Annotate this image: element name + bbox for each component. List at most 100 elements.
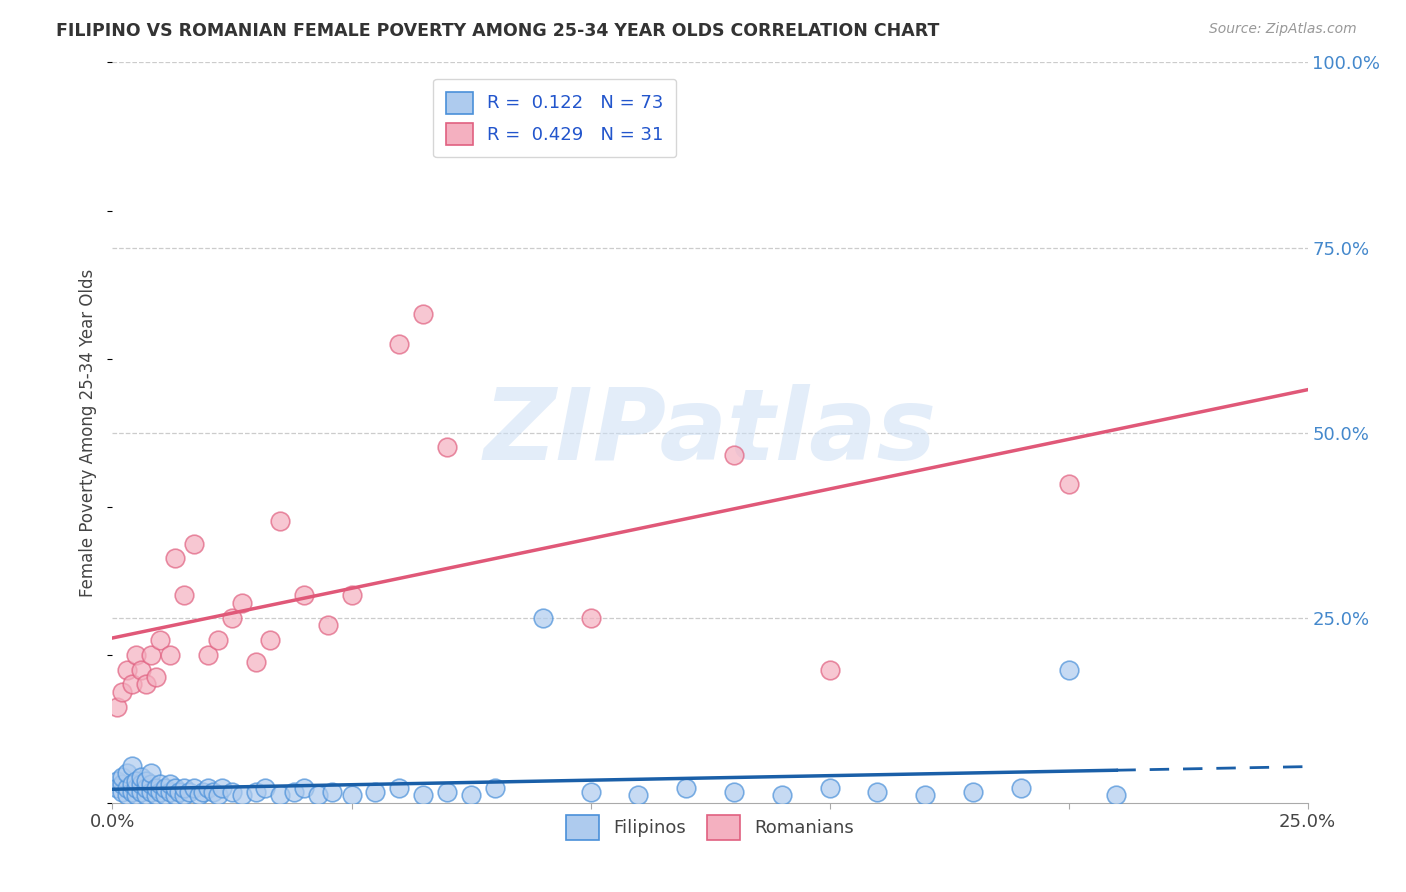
Point <box>579 785 602 799</box>
Point <box>129 777 152 791</box>
Point <box>135 677 157 691</box>
Point <box>818 663 841 677</box>
Point <box>723 448 745 462</box>
Point <box>173 780 195 795</box>
Point <box>770 789 793 803</box>
Point <box>207 789 229 803</box>
Point <box>129 663 152 677</box>
Point <box>193 785 215 799</box>
Point <box>111 777 134 791</box>
Point <box>254 780 277 795</box>
Point <box>129 770 152 784</box>
Point <box>436 785 458 799</box>
Point <box>221 785 243 799</box>
Point <box>412 789 434 803</box>
Point <box>484 780 506 795</box>
Point <box>283 785 305 799</box>
Point <box>135 780 157 795</box>
Point <box>115 663 138 677</box>
Point <box>866 785 889 799</box>
Point <box>145 670 167 684</box>
Point <box>183 780 205 795</box>
Point <box>121 758 143 772</box>
Point <box>121 777 143 791</box>
Point <box>321 785 343 799</box>
Point <box>231 596 253 610</box>
Point <box>436 441 458 455</box>
Point <box>169 785 191 799</box>
Point <box>159 648 181 662</box>
Text: Source: ZipAtlas.com: Source: ZipAtlas.com <box>1209 22 1357 37</box>
Point <box>149 632 172 647</box>
Point <box>121 677 143 691</box>
Point <box>135 789 157 803</box>
Point <box>207 632 229 647</box>
Point <box>125 789 148 803</box>
Point <box>135 773 157 788</box>
Point <box>163 789 186 803</box>
Point <box>159 777 181 791</box>
Point <box>153 780 176 795</box>
Point <box>1057 663 1080 677</box>
Point <box>105 699 128 714</box>
Point <box>269 515 291 529</box>
Point <box>1010 780 1032 795</box>
Point <box>111 785 134 799</box>
Point <box>269 789 291 803</box>
Point <box>139 766 162 780</box>
Point <box>149 777 172 791</box>
Point <box>139 648 162 662</box>
Text: ZIPatlas: ZIPatlas <box>484 384 936 481</box>
Point <box>1105 789 1128 803</box>
Point <box>129 785 152 799</box>
Point <box>149 785 172 799</box>
Point <box>231 789 253 803</box>
Point <box>579 610 602 624</box>
Point <box>531 610 554 624</box>
Point <box>675 780 697 795</box>
Point <box>197 780 219 795</box>
Point <box>139 777 162 791</box>
Point <box>818 780 841 795</box>
Point <box>121 785 143 799</box>
Point <box>340 589 363 603</box>
Point <box>111 770 134 784</box>
Point <box>221 610 243 624</box>
Point <box>163 551 186 566</box>
Point <box>105 780 128 795</box>
Point <box>105 773 128 788</box>
Point <box>388 780 411 795</box>
Point <box>211 780 233 795</box>
Point <box>292 589 315 603</box>
Point <box>962 785 984 799</box>
Point <box>1057 477 1080 491</box>
Point <box>145 780 167 795</box>
Point <box>340 789 363 803</box>
Legend: Filipinos, Romanians: Filipinos, Romanians <box>557 805 863 849</box>
Point <box>111 685 134 699</box>
Point <box>115 766 138 780</box>
Point <box>245 785 267 799</box>
Point <box>139 785 162 799</box>
Point <box>412 307 434 321</box>
Point <box>245 655 267 669</box>
Point <box>125 773 148 788</box>
Point <box>388 336 411 351</box>
Point <box>125 648 148 662</box>
Point <box>173 589 195 603</box>
Point <box>145 789 167 803</box>
Point <box>292 780 315 795</box>
Point <box>307 789 329 803</box>
Point <box>187 789 209 803</box>
Point <box>153 789 176 803</box>
Point <box>115 780 138 795</box>
Point <box>115 789 138 803</box>
Point <box>460 789 482 803</box>
Point <box>723 785 745 799</box>
Point <box>183 536 205 550</box>
Point <box>627 789 650 803</box>
Point <box>177 785 200 799</box>
Point <box>163 780 186 795</box>
Point <box>316 618 339 632</box>
Point <box>197 648 219 662</box>
